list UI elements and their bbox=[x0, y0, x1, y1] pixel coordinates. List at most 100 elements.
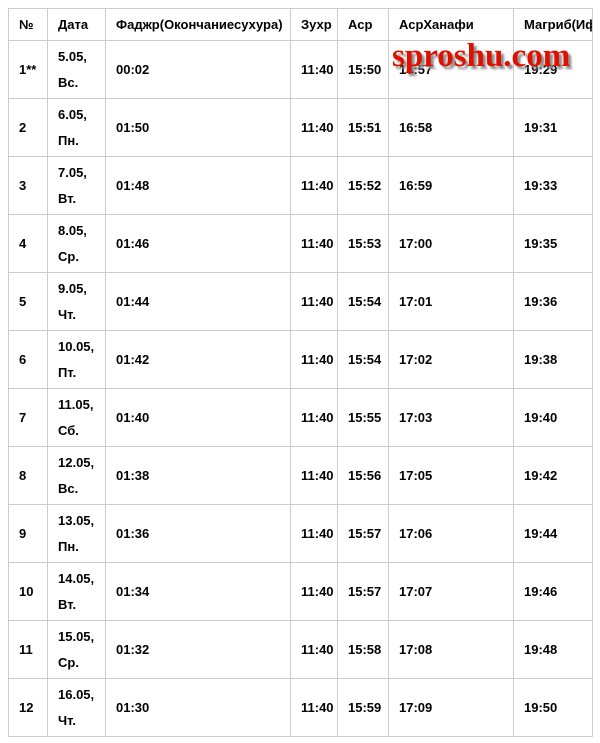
table-row: 1** 5.05, Вс. 00:02 11:40 15:50 16:57 19… bbox=[8, 40, 593, 99]
cell-maghrib: 19:42 bbox=[513, 446, 593, 505]
cell-number: 3 bbox=[8, 156, 48, 215]
cell-fajr: 01:40 bbox=[105, 388, 291, 447]
cell-asr-hanafi: 17:07 bbox=[388, 562, 514, 621]
cell-fajr: 01:44 bbox=[105, 272, 291, 331]
cell-maghrib: 19:38 bbox=[513, 330, 593, 389]
col-header-date: Дата bbox=[47, 8, 106, 41]
cell-maghrib: 19:46 bbox=[513, 562, 593, 621]
cell-number: 2 bbox=[8, 98, 48, 157]
cell-asr: 15:57 bbox=[337, 504, 389, 563]
table-row: 2 6.05, Пн. 01:50 11:40 15:51 16:58 19:3… bbox=[8, 98, 593, 157]
cell-asr-hanafi: 17:02 bbox=[388, 330, 514, 389]
cell-fajr: 01:38 bbox=[105, 446, 291, 505]
cell-asr: 15:50 bbox=[337, 40, 389, 99]
cell-zuhr: 11:40 bbox=[290, 214, 338, 273]
cell-asr-hanafi: 17:05 bbox=[388, 446, 514, 505]
cell-fajr: 01:30 bbox=[105, 678, 291, 737]
cell-date: 14.05, Вт. bbox=[47, 562, 106, 621]
cell-number: 5 bbox=[8, 272, 48, 331]
cell-asr-hanafi: 17:00 bbox=[388, 214, 514, 273]
cell-fajr: 00:02 bbox=[105, 40, 291, 99]
col-header-asr-hanafi: АсрХанафи bbox=[388, 8, 514, 41]
cell-number: 6 bbox=[8, 330, 48, 389]
cell-maghrib: 19:33 bbox=[513, 156, 593, 215]
cell-number: 1** bbox=[8, 40, 48, 99]
cell-asr: 15:52 bbox=[337, 156, 389, 215]
cell-zuhr: 11:40 bbox=[290, 678, 338, 737]
cell-asr: 15:57 bbox=[337, 562, 389, 621]
cell-zuhr: 11:40 bbox=[290, 562, 338, 621]
cell-asr-hanafi: 17:06 bbox=[388, 504, 514, 563]
col-header-zuhr: Зухр bbox=[290, 8, 338, 41]
cell-fajr: 01:42 bbox=[105, 330, 291, 389]
cell-asr: 15:53 bbox=[337, 214, 389, 273]
cell-date: 15.05, Ср. bbox=[47, 620, 106, 679]
prayer-times-table: № Дата Фаджр(Окончаниесухура) Зухр Аср А… bbox=[8, 8, 593, 737]
cell-zuhr: 11:40 bbox=[290, 156, 338, 215]
cell-date: 12.05, Вс. bbox=[47, 446, 106, 505]
cell-asr: 15:54 bbox=[337, 272, 389, 331]
col-header-number: № bbox=[8, 8, 48, 41]
cell-maghrib: 19:44 bbox=[513, 504, 593, 563]
table-row: 6 10.05, Пт. 01:42 11:40 15:54 17:02 19:… bbox=[8, 330, 593, 389]
cell-fajr: 01:32 bbox=[105, 620, 291, 679]
cell-date: 13.05, Пн. bbox=[47, 504, 106, 563]
cell-zuhr: 11:40 bbox=[290, 272, 338, 331]
cell-number: 10 bbox=[8, 562, 48, 621]
cell-fajr: 01:46 bbox=[105, 214, 291, 273]
table-row: 7 11.05, Сб. 01:40 11:40 15:55 17:03 19:… bbox=[8, 388, 593, 447]
cell-date: 5.05, Вс. bbox=[47, 40, 106, 99]
table-row: 12 16.05, Чт. 01:30 11:40 15:59 17:09 19… bbox=[8, 678, 593, 737]
cell-zuhr: 11:40 bbox=[290, 388, 338, 447]
cell-maghrib: 19:40 bbox=[513, 388, 593, 447]
cell-fajr: 01:36 bbox=[105, 504, 291, 563]
cell-fajr: 01:48 bbox=[105, 156, 291, 215]
cell-date: 11.05, Сб. bbox=[47, 388, 106, 447]
table-row: 11 15.05, Ср. 01:32 11:40 15:58 17:08 19… bbox=[8, 620, 593, 679]
cell-zuhr: 11:40 bbox=[290, 98, 338, 157]
cell-asr: 15:58 bbox=[337, 620, 389, 679]
table-row: 10 14.05, Вт. 01:34 11:40 15:57 17:07 19… bbox=[8, 562, 593, 621]
cell-number: 12 bbox=[8, 678, 48, 737]
table-row: 3 7.05, Вт. 01:48 11:40 15:52 16:59 19:3… bbox=[8, 156, 593, 215]
cell-asr-hanafi: 17:03 bbox=[388, 388, 514, 447]
cell-maghrib: 19:29 bbox=[513, 40, 593, 99]
cell-asr-hanafi: 17:08 bbox=[388, 620, 514, 679]
table-row: 4 8.05, Ср. 01:46 11:40 15:53 17:00 19:3… bbox=[8, 214, 593, 273]
cell-zuhr: 11:40 bbox=[290, 446, 338, 505]
cell-date: 16.05, Чт. bbox=[47, 678, 106, 737]
cell-asr-hanafi: 16:58 bbox=[388, 98, 514, 157]
cell-asr: 15:51 bbox=[337, 98, 389, 157]
cell-date: 9.05, Чт. bbox=[47, 272, 106, 331]
cell-number: 8 bbox=[8, 446, 48, 505]
cell-number: 11 bbox=[8, 620, 48, 679]
cell-asr: 15:56 bbox=[337, 446, 389, 505]
cell-number: 4 bbox=[8, 214, 48, 273]
cell-asr: 15:55 bbox=[337, 388, 389, 447]
col-header-fajr: Фаджр(Окончаниесухура) bbox=[105, 8, 291, 41]
cell-asr: 15:59 bbox=[337, 678, 389, 737]
table-row: 9 13.05, Пн. 01:36 11:40 15:57 17:06 19:… bbox=[8, 504, 593, 563]
cell-fajr: 01:34 bbox=[105, 562, 291, 621]
cell-number: 7 bbox=[8, 388, 48, 447]
cell-zuhr: 11:40 bbox=[290, 330, 338, 389]
cell-maghrib: 19:36 bbox=[513, 272, 593, 331]
cell-maghrib: 19:35 bbox=[513, 214, 593, 273]
cell-maghrib: 19:31 bbox=[513, 98, 593, 157]
cell-maghrib: 19:48 bbox=[513, 620, 593, 679]
cell-asr-hanafi: 16:57 bbox=[388, 40, 514, 99]
cell-date: 7.05, Вт. bbox=[47, 156, 106, 215]
cell-date: 10.05, Пт. bbox=[47, 330, 106, 389]
table-row: 8 12.05, Вс. 01:38 11:40 15:56 17:05 19:… bbox=[8, 446, 593, 505]
cell-asr: 15:54 bbox=[337, 330, 389, 389]
cell-date: 6.05, Пн. bbox=[47, 98, 106, 157]
cell-number: 9 bbox=[8, 504, 48, 563]
cell-maghrib: 19:50 bbox=[513, 678, 593, 737]
cell-date: 8.05, Ср. bbox=[47, 214, 106, 273]
col-header-asr: Аср bbox=[337, 8, 389, 41]
col-header-maghrib: Магриб(Ифтар) bbox=[513, 8, 593, 41]
table-row: 5 9.05, Чт. 01:44 11:40 15:54 17:01 19:3… bbox=[8, 272, 593, 331]
header-row: № Дата Фаджр(Окончаниесухура) Зухр Аср А… bbox=[8, 8, 593, 41]
cell-asr-hanafi: 16:59 bbox=[388, 156, 514, 215]
cell-zuhr: 11:40 bbox=[290, 504, 338, 563]
